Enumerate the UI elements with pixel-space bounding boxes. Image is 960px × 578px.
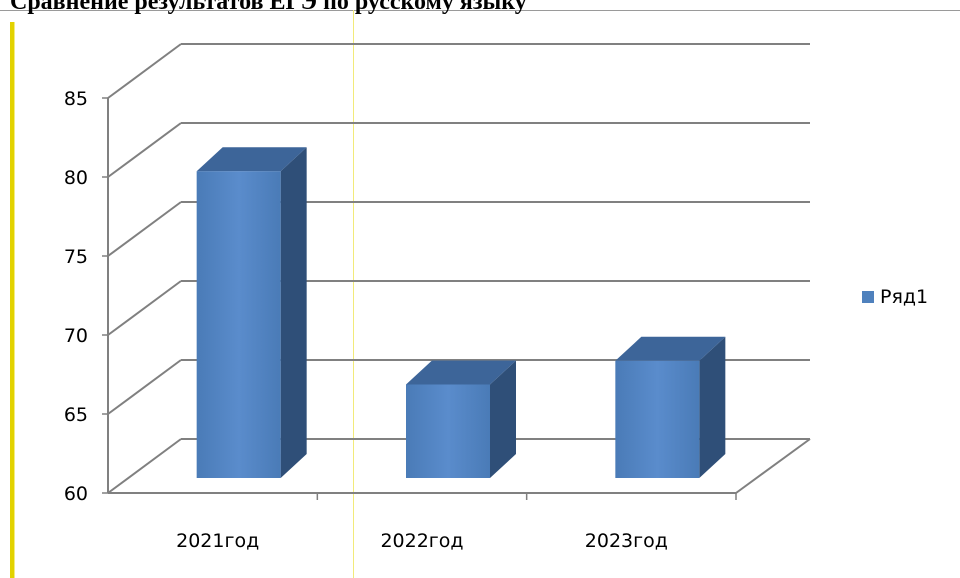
legend-label: Ряд1 [880,286,928,308]
axis-layer [102,97,811,500]
y-tick-label: 65 [64,404,88,426]
bar-top [615,336,726,361]
x-tick-label: 2021год [176,530,259,552]
bar [615,360,700,478]
label-layer: 60 65 70 75 80 85 2021год 2022год 2023год [64,88,668,552]
x-tick-label: 2022год [380,530,463,552]
margin-marker-line [14,22,15,578]
bar-top [406,360,516,385]
frame-top-border [0,10,960,11]
bar [196,171,281,478]
bar-layer [196,147,726,478]
bar-side [699,336,726,478]
y-tick-label: 60 [64,483,88,505]
guide-line [353,10,354,578]
bar-side [490,360,516,478]
side-gridline [107,438,182,494]
side-gridline [107,201,182,257]
floor-edge [735,438,811,494]
side-gridline [107,43,182,99]
x-tick-label: 2023год [585,530,668,552]
side-gridline [107,359,182,415]
bar-top [196,147,307,172]
y-tick-label: 75 [64,246,88,268]
y-tick-label: 70 [64,325,88,347]
legend-swatch [862,291,874,303]
side-gridline [107,122,182,178]
side-gridline [107,280,182,336]
bar [406,384,490,478]
legend: Ряд1 [862,286,928,308]
bar-side [280,147,307,478]
page-title: Сравнение результатов ЕГЭ по русскому яз… [10,0,527,15]
margin-marker [10,22,14,578]
y-tick-label: 80 [64,167,88,189]
y-tick-label: 85 [64,88,88,110]
